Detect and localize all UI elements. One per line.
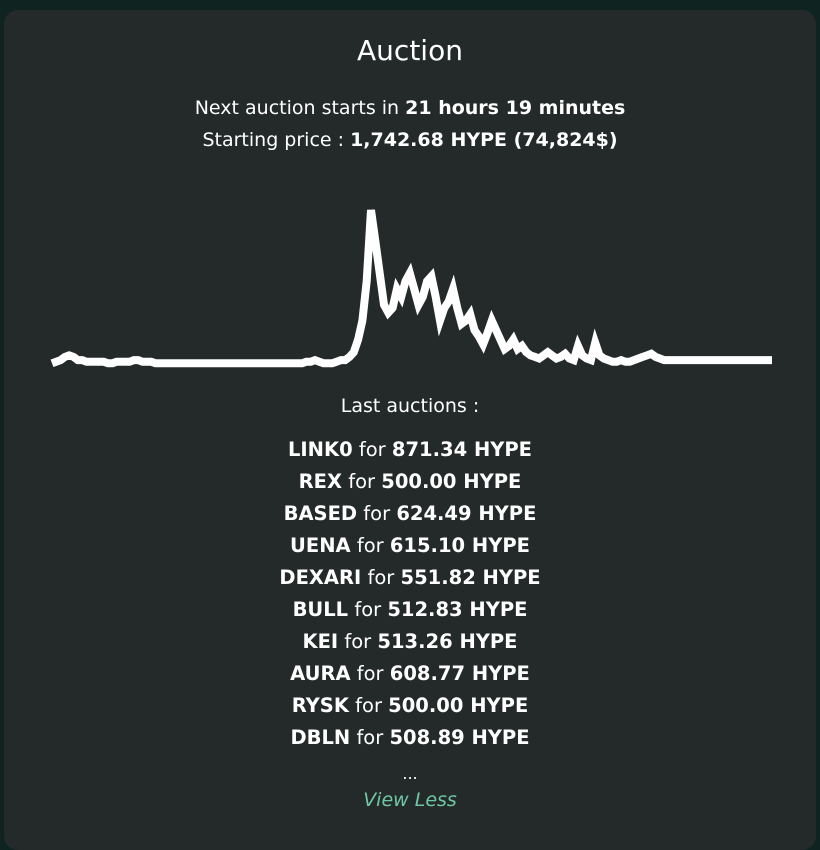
next-auction-label: Next auction starts in — [194, 97, 400, 119]
auction-amount: 500.00 HYPE — [381, 470, 522, 493]
price-series-line — [50, 209, 772, 368]
next-auction-line: Next auction starts in 21 hours 19 minut… — [4, 96, 816, 120]
auction-list: LINK0 for 871.34 HYPE REX for 500.00 HYPE… — [4, 434, 816, 754]
auction-amount: 500.00 HYPE — [388, 694, 529, 717]
auction-amount: 513.26 HYPE — [377, 630, 518, 653]
auction-amount: 871.34 HYPE — [391, 438, 532, 461]
auction-row: BULL for 512.83 HYPE — [4, 594, 816, 626]
auction-token: REX — [298, 470, 343, 493]
auction-card: Auction Next auction starts in 21 hours … — [4, 10, 816, 850]
auction-row: BASED for 624.49 HYPE — [4, 498, 816, 530]
auction-token: LINK0 — [288, 438, 353, 461]
starting-price-label: Starting price : — [202, 129, 345, 151]
auction-separator: for — [354, 598, 382, 621]
auction-separator: for — [356, 534, 384, 557]
starting-price-value: 1,742.68 HYPE (74,824$) — [350, 129, 618, 151]
next-auction-time: 21 hours 19 minutes — [405, 97, 626, 119]
auction-row: DEXARI for 551.82 HYPE — [4, 562, 816, 594]
auction-amount: 624.49 HYPE — [396, 502, 537, 525]
auction-token: KEI — [302, 630, 339, 653]
auction-amount: 508.89 HYPE — [389, 726, 530, 749]
auction-separator: for — [367, 566, 395, 589]
auction-separator: for — [356, 726, 384, 749]
auction-separator: for — [358, 438, 386, 461]
starting-price-line: Starting price : 1,742.68 HYPE (74,824$) — [4, 128, 816, 152]
auction-row: REX for 500.00 HYPE — [4, 466, 816, 498]
auction-amount: 512.83 HYPE — [387, 598, 528, 621]
auction-title: Auction — [357, 34, 463, 67]
auction-amount: 608.77 HYPE — [389, 662, 530, 685]
auction-token: AURA — [290, 662, 351, 685]
auction-token: UENA — [290, 534, 351, 557]
auction-row: UENA for 615.10 HYPE — [4, 530, 816, 562]
auction-separator: for — [355, 694, 382, 717]
auction-token: BASED — [283, 502, 358, 525]
auction-row: AURA for 608.77 HYPE — [4, 658, 816, 690]
auction-token: DEXARI — [279, 566, 362, 589]
auction-token: RYSK — [291, 694, 349, 717]
auction-amount: 615.10 HYPE — [389, 534, 530, 557]
auction-amount: 551.82 HYPE — [400, 566, 541, 589]
last-auctions-title: Last auctions : — [340, 395, 480, 417]
auction-separator: for — [348, 470, 376, 493]
auction-row: DBLN for 508.89 HYPE — [4, 722, 816, 754]
price-chart — [50, 209, 772, 368]
view-less-link[interactable]: View Less — [363, 789, 457, 811]
auction-separator: for — [363, 502, 391, 525]
auction-token: BULL — [292, 598, 349, 621]
auction-separator: for — [344, 630, 372, 653]
ellipsis: ... — [402, 764, 418, 783]
auction-separator: for — [356, 662, 384, 685]
auction-row: KEI for 513.26 HYPE — [4, 626, 816, 658]
auction-row: LINK0 for 871.34 HYPE — [4, 434, 816, 466]
auction-row: RYSK for 500.00 HYPE — [4, 690, 816, 722]
auction-token: DBLN — [290, 726, 351, 749]
